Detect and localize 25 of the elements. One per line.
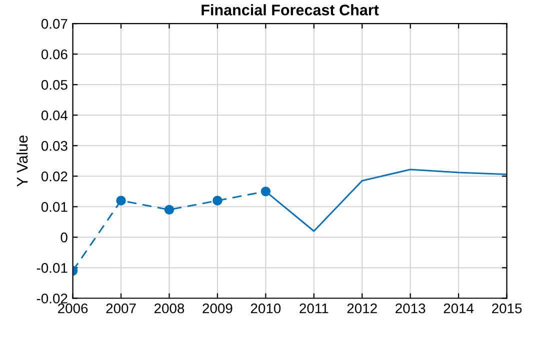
y-tick-label: 0.07 (41, 18, 68, 29)
y-tick-label: 0.04 (41, 110, 68, 120)
point (164, 204, 174, 215)
y-tick-label: -0.02 (36, 294, 68, 304)
x-tick-label: 2010 (250, 303, 281, 314)
y-tick-label: 0.05 (41, 80, 68, 90)
x-tick-label: 2014 (444, 303, 474, 314)
x-tick-label: 2009 (202, 303, 232, 314)
y-tick-label: 0.03 (41, 140, 68, 151)
y-tick-label: 0.02 (41, 172, 68, 182)
point (116, 196, 126, 206)
x-tick-label: 2013 (396, 303, 426, 314)
y-tick-label: 0.06 (41, 49, 68, 60)
x-tick-label: 2012 (347, 303, 377, 314)
chart-title: Financial Forecast Chart (202, 4, 379, 16)
y-tick-label: -0.01 (36, 263, 68, 273)
x-tick-label: 2008 (154, 303, 184, 314)
y-axis-title: Y Value (16, 136, 28, 187)
x-tick-label: 2011 (300, 303, 328, 314)
x-tick-label: 2015 (492, 303, 522, 314)
y-tick-label: 0.01 (41, 202, 68, 212)
y-tick-label: 0 (60, 232, 68, 242)
x-tick-label: 2007 (106, 303, 136, 314)
point (212, 196, 222, 206)
x-tick-label: 2006 (58, 303, 88, 314)
